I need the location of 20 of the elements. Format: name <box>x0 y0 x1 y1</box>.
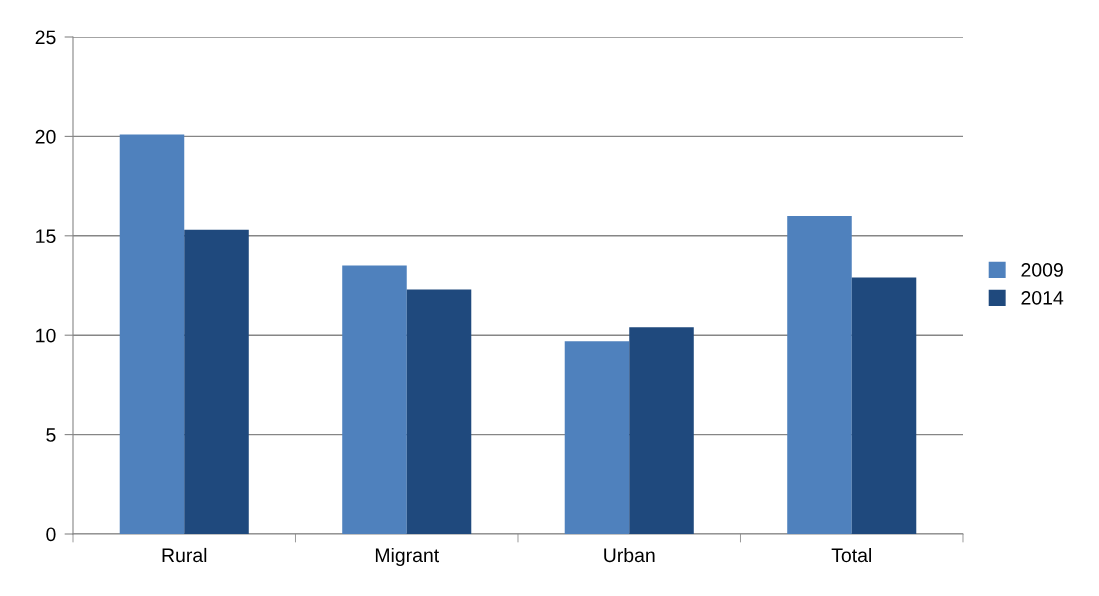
legend-label: 2009 <box>1021 263 1063 277</box>
x-tick-label: Total <box>831 547 871 563</box>
bar <box>342 265 407 534</box>
bar <box>787 215 852 534</box>
bar <box>406 289 472 534</box>
bar <box>119 134 185 534</box>
bar <box>184 229 249 534</box>
y-tick-label: 25 <box>35 30 56 45</box>
y-tick-label: 0 <box>46 527 56 542</box>
y-tick-label: 5 <box>46 428 56 442</box>
bar <box>564 341 630 534</box>
x-tick-label: Migrant <box>375 547 440 567</box>
bar <box>851 277 917 534</box>
legend-label: 2014 <box>1021 290 1064 305</box>
y-tick-label: 20 <box>35 129 56 144</box>
y-tick-label: 10 <box>36 328 56 343</box>
x-tick-label: Rural <box>162 547 207 563</box>
bar <box>629 327 694 534</box>
x-tick-label: Urban <box>604 547 655 563</box>
y-tick-label: 15 <box>36 229 56 244</box>
